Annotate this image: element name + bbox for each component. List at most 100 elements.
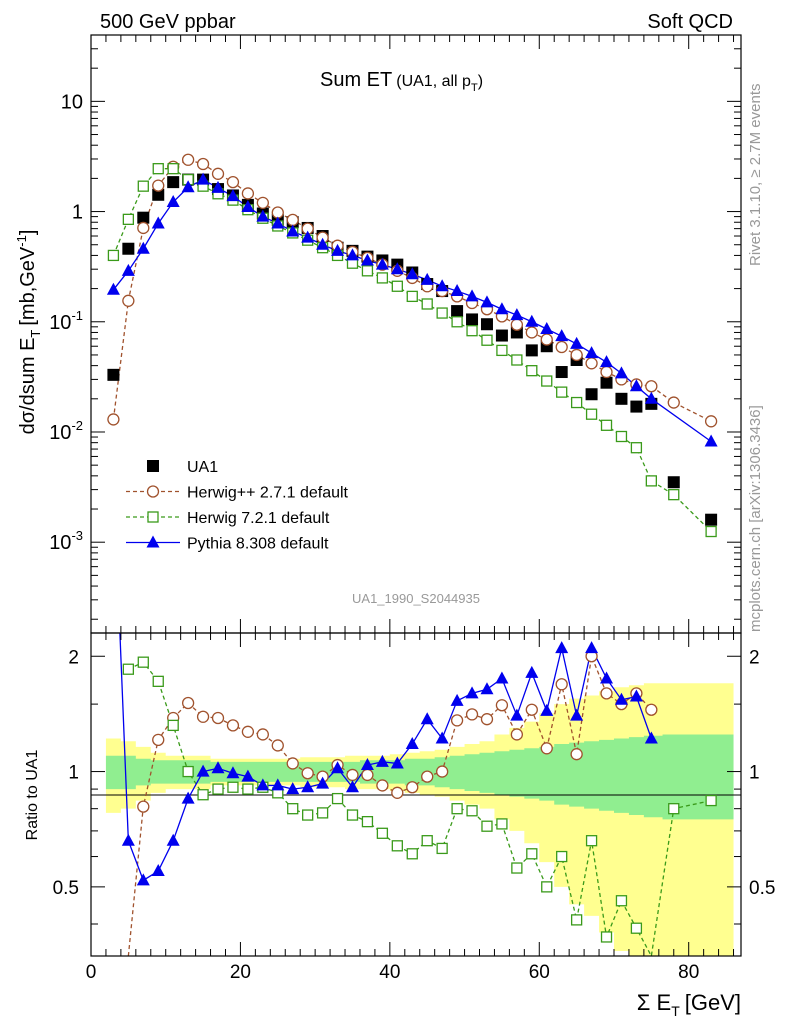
ratio-point-herwig7 [167,719,179,732]
ratio-point-herwig7 [302,809,314,821]
point-pythia [555,329,569,342]
ratio-point-herwig7 [496,818,508,830]
point-pythia [495,302,509,315]
point-herwig7 [600,419,613,431]
ratio-point-pythia [540,703,554,716]
ratio-point-herwig7 [137,656,149,668]
point-herwig7 [376,272,389,284]
point-pythia [614,366,628,379]
point-data [630,400,643,413]
point-pythia [360,253,374,266]
ratio-point-herwig7 [316,807,329,819]
point-pythia [211,180,225,193]
point-pythia [510,308,524,321]
point-pythia [540,321,554,334]
point-herwig7 [466,325,478,337]
header-right: Soft QCD [647,11,733,33]
point-herwigpp [241,187,255,200]
point-herwig7 [361,265,374,277]
main-y-tick-label: 10 [61,91,83,113]
ratio-point-pythia [614,692,628,705]
ratio-point-herwig7 [391,840,403,852]
ratio-point-herwig7 [615,895,628,907]
ratio-point-herwig7 [227,781,239,793]
ratio-y-tick-label-right: 2 [749,647,760,668]
ratio-point-pythia [166,833,180,846]
ratio-point-pythia [360,758,374,771]
ratio-point-herwig7 [630,922,643,934]
point-pythia [525,314,539,327]
ratio-plot-panel: 0.5 0.5 1 1 2 2 Ratio to UA1 [24,632,775,957]
point-data [600,376,613,389]
x-tick-label: 60 [529,962,550,983]
ratio-point-herwigpp [555,678,568,691]
ratio-point-herwig7 [346,809,359,821]
point-herwig7 [585,408,598,420]
ratio-point-herwig7 [570,914,583,926]
point-herwig7 [421,298,433,310]
point-pythia [106,282,120,295]
point-pythia [450,284,464,297]
ratio-point-herwig7 [421,835,433,847]
point-herwigpp [196,157,210,171]
ratio-point-herwig7 [556,850,568,863]
point-pythia [286,224,300,237]
point-herwigpp [122,294,135,307]
point-pythia [301,230,315,243]
point-data [555,366,568,379]
point-herwigpp [525,326,538,339]
point-pythia [435,279,449,292]
point-data [525,344,538,357]
x-tick-label: 0 [86,962,97,983]
ratio-line-herwigpp [127,653,652,956]
x-tick-label: 80 [678,962,699,983]
ratio-point-herwigpp [286,757,299,770]
ratio-point-herwigpp [241,725,255,738]
point-pythia [480,295,494,308]
ratio-line-herwig7 [128,661,712,956]
ratio-point-pythia [570,708,584,721]
ratio-point-herwig7 [376,827,389,839]
point-herwig7 [556,386,568,398]
point-pythia [405,267,419,280]
ratio-point-herwig7 [361,816,374,828]
ratio-point-pythia [121,833,135,846]
ratio-point-herwigpp [181,696,195,710]
ratio-y-tick-label-left: 0.5 [53,878,79,899]
point-herwig7 [615,430,628,443]
ratio-point-pythia [420,712,434,725]
point-pythia [256,209,270,222]
legend-marker-herwigpp [146,485,160,498]
ratio-point-pythia [151,864,165,877]
point-pythia [151,216,165,229]
ratio-point-herwig7 [122,663,135,675]
ratio-point-herwig7 [668,803,680,815]
ratio-y-tick-label-left: 1 [68,763,79,784]
main-y-tick-label: 10-3 [49,528,83,554]
ratio-y-axis-label: Ratio to UA1 [24,750,41,841]
legend-marker-data [147,460,159,472]
point-pythia [331,243,345,256]
point-pythia [629,379,643,392]
point-herwigpp [152,179,165,192]
legend-label-herwigpp: Herwig++ 2.7.1 default [187,485,349,502]
point-herwig7 [541,375,553,387]
ratio-y-tick-label-right: 1 [749,763,760,784]
ratio-point-herwig7 [287,803,299,815]
ratio-point-pythia [525,665,539,678]
point-herwig7 [122,213,135,225]
point-herwigpp [585,357,598,370]
point-herwig7 [152,163,164,175]
ratio-point-pythia [256,778,270,791]
ratio-point-pythia [345,780,359,793]
ratio-point-pythia [585,641,599,654]
x-axis-label: Σ ET [GeV] [637,990,741,1019]
point-pythia [420,272,434,285]
point-herwigpp [211,167,225,180]
point-data [480,318,493,331]
ratio-point-herwig7 [197,789,209,801]
point-data [451,305,464,318]
point-pythia [585,346,599,359]
ratio-point-herwigpp [406,781,419,794]
point-herwig7 [391,280,403,292]
